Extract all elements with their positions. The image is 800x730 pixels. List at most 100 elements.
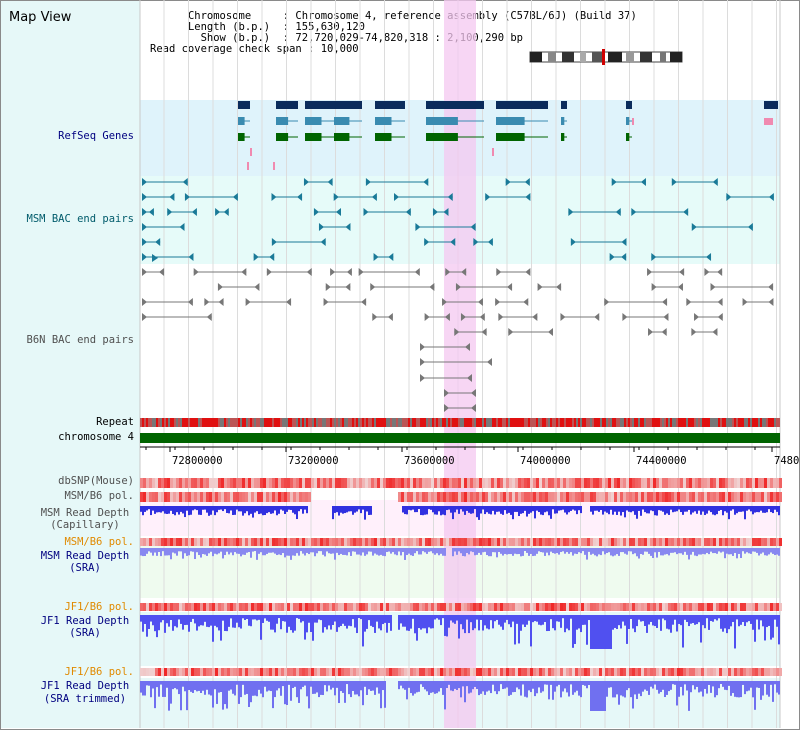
jf1-sra-depth-bar [558,615,560,622]
msm-b6-pol-2-cell [431,538,434,546]
jf1-b6-pol-cell [578,603,581,611]
jf1-sra-depth-bar [280,615,282,630]
msm-sra-depth-bar [512,548,514,556]
msm-sra-depth-bar [756,548,758,553]
jf1-b6-pol-cell [449,603,452,611]
dbsnp-cell [590,478,593,488]
msm-cap-depth-bar [678,506,680,510]
jf1-sra-depth-bar [164,615,166,633]
jf1-trim-depth-bar [560,681,562,698]
jf1-b6-pol-cell [557,603,560,611]
msm-sra-depth-bar [464,548,466,557]
jf1-sra-depth-bar [426,615,428,634]
msm-cap-depth-bar [676,506,678,512]
repeat-segment [724,418,726,427]
msm-cap-depth-bar [486,506,488,513]
jf1-sra-depth-bar [312,615,314,641]
msm-b6-pol-2-cell [326,538,329,546]
jf1-sra-depth-bar [720,615,722,629]
msm-sra-depth-bar [236,548,238,554]
jf1-trim-depth-bar [668,681,670,692]
msm-b6-pol-2-cell [638,538,641,546]
repeat-segment [514,418,516,427]
jf1-b6-pol-2-cell [536,668,539,676]
msm-b6-pol-cell [761,492,764,502]
jf1-sra-depth-bar [504,615,506,623]
b6n-bac-pair-end [467,374,472,382]
dbsnp-cell [668,478,671,488]
jf1-b6-pol-2-cell [224,668,227,676]
jf1-b6-pol-2-cell [143,668,146,676]
jf1-trim-depth-bar [752,681,754,698]
jf1-sra-depth-bar [758,615,760,630]
msm-sra-depth-bar [602,548,604,552]
msm-sra-depth-bar [604,548,606,555]
track-label-msm-depth-cap-2: (Capillary) [50,519,120,531]
repeat-segment [414,418,416,427]
repeat-segment [208,418,210,427]
jf1-sra-depth-bar [204,615,206,622]
gene-exon [375,117,392,125]
jf1-trim-depth-bar [692,681,694,686]
msm-sra-depth-bar [652,548,654,558]
jf1-b6-pol-cell [590,603,593,611]
dbsnp-cell [518,478,521,488]
jf1-sra-depth-bar [356,615,358,634]
jf1-b6-pol-cell [275,603,278,611]
dbsnp-cell [539,478,542,488]
dbsnp-cell [653,478,656,488]
track-label-chromosome: chromosome 4 [58,431,134,443]
repeat-segment [390,418,392,427]
jf1-b6-pol-cell [380,603,383,611]
msm-sra-depth-bar [360,548,362,556]
msm-bac-pair-end [485,193,491,201]
msm-cap-depth-bar [146,506,148,511]
jf1-sra-depth-bar [260,615,262,640]
b6n-bac-pair-end [325,283,331,291]
jf1-sra-depth-bar [172,615,174,631]
msm-b6-pol-cell [179,492,182,502]
msm-sra-depth-bar [320,548,322,552]
jf1-b6-pol-cell [305,603,308,611]
chromosome-key: Chromosome [187,10,252,22]
jf1-sra-depth-bar [568,615,570,631]
jf1-trim-depth-bar [496,681,498,695]
msm-sra-depth-bar [186,548,188,556]
jf1-sra-depth-bar [322,615,324,633]
msm-b6-pol-2-cell [713,538,716,546]
msm-b6-pol-2-cell [539,538,542,546]
jf1-trim-depth-bar [702,681,704,697]
repeat-segment [272,418,274,427]
repeat-segment [296,418,298,427]
msm-cap-depth-bar [550,506,552,519]
dbsnp-cell [413,478,416,488]
jf1-b6-pol-2-cell [650,668,653,676]
dbsnp-cell [284,478,287,488]
msm-sra-depth-bar [478,548,480,553]
jf1-b6-pol-2-cell [374,668,377,676]
msm-cap-depth-bar [548,506,550,516]
dbsnp-cell [251,478,254,488]
repeat-segment [314,418,316,427]
msm-sra-depth-bar [160,548,162,557]
jf1-trim-depth-bar [184,681,186,692]
jf1-trim-depth-bar [248,681,250,707]
msm-sra-depth-bar [462,548,464,556]
jf1-b6-pol-cell [158,603,161,611]
jf1-b6-pol-cell [641,603,644,611]
jf1-trim-depth-bar [534,681,536,697]
msm-sra-depth-bar [142,548,144,557]
msm-b6-pol-cell [233,492,236,502]
jf1-sra-depth-bar [208,615,210,628]
gene-exon [305,101,335,109]
jf1-sra-depth-bar [214,615,216,626]
msm-sra-depth-bar [418,548,420,555]
msm-b6-pol-2-cell [416,538,419,546]
length-value: 155,630,120 [295,21,365,33]
dbsnp-cell [548,478,551,488]
jf1-trim-depth-bar [368,681,370,690]
dbsnp-cell [770,478,773,488]
jf1-trim-depth-bar [230,681,232,690]
jf1-sra-depth-bar [302,615,304,622]
